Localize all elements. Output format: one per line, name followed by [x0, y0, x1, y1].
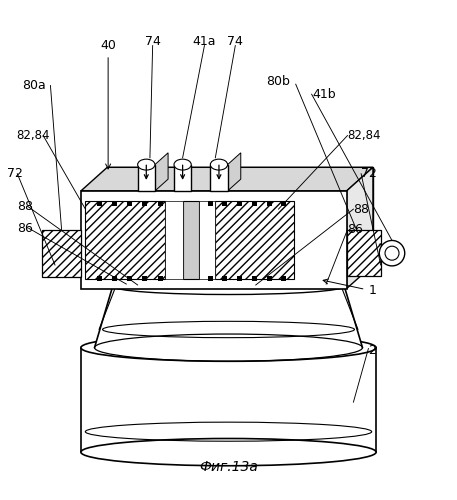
Bar: [158, 201, 163, 206]
Ellipse shape: [210, 159, 228, 170]
Ellipse shape: [81, 438, 376, 466]
Bar: [165, 201, 183, 278]
Bar: [112, 276, 117, 281]
Bar: [96, 201, 101, 206]
Bar: [174, 164, 191, 191]
Bar: [252, 276, 257, 281]
Polygon shape: [42, 230, 81, 278]
Bar: [223, 201, 228, 206]
Ellipse shape: [81, 334, 376, 361]
Text: 1: 1: [323, 279, 376, 297]
Bar: [215, 201, 294, 278]
Text: 88: 88: [17, 200, 33, 213]
Text: 82,84: 82,84: [16, 129, 49, 142]
Text: 80b: 80b: [266, 76, 290, 88]
Bar: [127, 276, 132, 281]
Polygon shape: [346, 168, 373, 288]
Bar: [127, 201, 132, 206]
Text: 80a: 80a: [22, 79, 46, 92]
Bar: [252, 201, 257, 206]
Bar: [210, 164, 228, 191]
Bar: [158, 276, 163, 281]
Polygon shape: [107, 168, 373, 265]
Text: 72: 72: [7, 167, 23, 180]
Text: 82,84: 82,84: [347, 129, 381, 142]
Bar: [223, 276, 228, 281]
Bar: [282, 201, 287, 206]
Bar: [208, 201, 213, 206]
Polygon shape: [346, 230, 381, 276]
Text: 2: 2: [368, 344, 376, 358]
Ellipse shape: [379, 240, 405, 266]
Polygon shape: [228, 153, 241, 191]
Text: 74: 74: [228, 36, 243, 49]
Bar: [183, 201, 199, 278]
Bar: [237, 201, 242, 206]
Bar: [267, 276, 272, 281]
Text: 72: 72: [361, 167, 377, 180]
Bar: [85, 201, 165, 278]
Text: 86: 86: [17, 222, 33, 234]
Bar: [208, 276, 213, 281]
Bar: [96, 276, 101, 281]
Text: 74: 74: [145, 36, 160, 49]
Bar: [237, 276, 242, 281]
Text: Фиг.13a: Фиг.13a: [199, 460, 258, 474]
Bar: [142, 201, 147, 206]
Polygon shape: [81, 191, 346, 288]
Polygon shape: [95, 286, 362, 348]
Text: 86: 86: [347, 223, 363, 236]
Ellipse shape: [138, 159, 155, 170]
Text: 41a: 41a: [193, 36, 216, 49]
Bar: [267, 201, 272, 206]
Bar: [142, 276, 147, 281]
Bar: [112, 201, 117, 206]
Ellipse shape: [174, 159, 191, 170]
Polygon shape: [155, 153, 168, 191]
Bar: [199, 201, 215, 278]
Polygon shape: [81, 348, 376, 452]
Ellipse shape: [113, 278, 344, 294]
Bar: [282, 276, 287, 281]
Bar: [138, 164, 155, 191]
Text: 88: 88: [353, 202, 369, 215]
Polygon shape: [81, 168, 373, 191]
Text: 41b: 41b: [313, 88, 336, 101]
Text: 40: 40: [100, 39, 116, 169]
